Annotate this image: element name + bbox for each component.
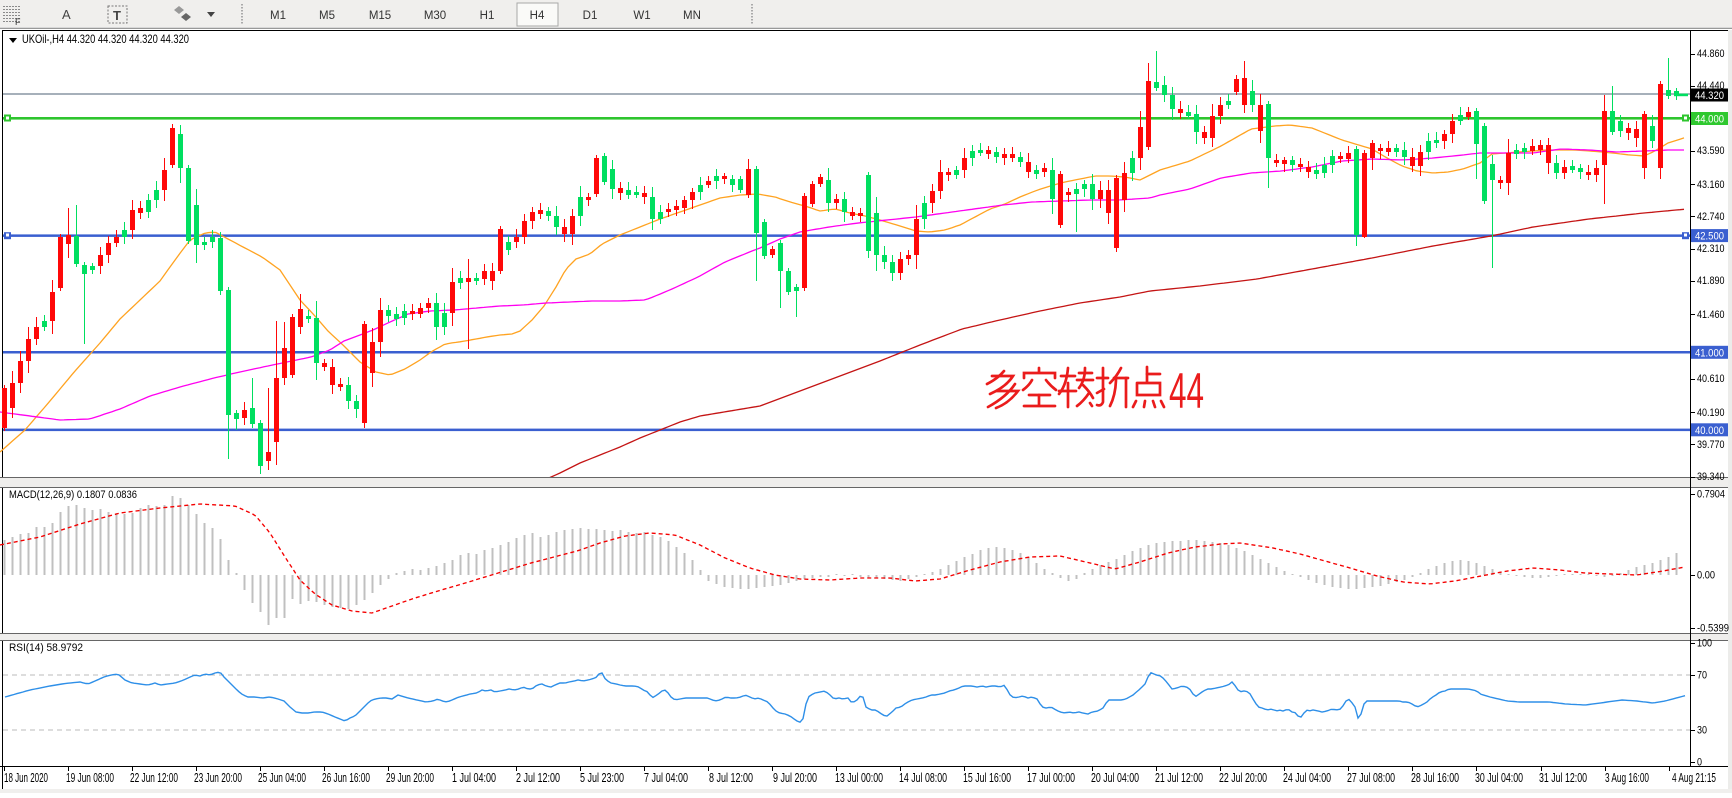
svg-text:43.590: 43.590: [1697, 145, 1725, 157]
svg-text:22 Jul 20:00: 22 Jul 20:00: [1219, 771, 1267, 785]
svg-text:24 Jul 04:00: 24 Jul 04:00: [1283, 771, 1331, 785]
svg-text:M15: M15: [369, 10, 391, 22]
svg-text:9 Jul 20:00: 9 Jul 20:00: [773, 771, 817, 785]
svg-text:19 Jun 08:00: 19 Jun 08:00: [66, 771, 114, 785]
svg-text:43.160: 43.160: [1697, 179, 1725, 191]
svg-text:1 Jul 04:00: 1 Jul 04:00: [452, 771, 496, 785]
svg-text:14 Jul 08:00: 14 Jul 08:00: [899, 771, 947, 785]
svg-text:MACD(12,26,9) 0.1807 0.0836: MACD(12,26,9) 0.1807 0.0836: [9, 489, 137, 501]
svg-text:41.890: 41.890: [1697, 275, 1725, 287]
svg-text:5 Jul 23:00: 5 Jul 23:00: [580, 771, 624, 785]
svg-text:15 Jul 16:00: 15 Jul 16:00: [963, 771, 1011, 785]
svg-text:MN: MN: [683, 10, 701, 22]
svg-text:0.7904: 0.7904: [1697, 489, 1725, 501]
svg-text:39.770: 39.770: [1697, 439, 1725, 451]
svg-text:W1: W1: [633, 10, 650, 22]
svg-text:29 Jun 20:00: 29 Jun 20:00: [386, 771, 434, 785]
svg-text:M5: M5: [319, 10, 335, 22]
svg-text:44.000: 44.000: [1695, 114, 1724, 126]
svg-text:-0.5399: -0.5399: [1697, 623, 1729, 635]
svg-text:18 Jun 2020: 18 Jun 2020: [4, 771, 48, 785]
svg-text:41.460: 41.460: [1697, 309, 1725, 321]
svg-text:40.190: 40.190: [1697, 407, 1725, 419]
svg-text:21 Jul 12:00: 21 Jul 12:00: [1155, 771, 1203, 785]
svg-text:7 Jul 04:00: 7 Jul 04:00: [644, 771, 688, 785]
svg-text:25 Jun 04:00: 25 Jun 04:00: [258, 771, 306, 785]
svg-text:F: F: [15, 17, 21, 27]
svg-text:0: 0: [1697, 757, 1702, 769]
svg-text:44: 44: [1169, 363, 1204, 419]
svg-text:M1: M1: [270, 10, 286, 22]
svg-text:28 Jul 16:00: 28 Jul 16:00: [1411, 771, 1459, 785]
svg-text:40.610: 40.610: [1697, 373, 1725, 385]
svg-text:42.740: 42.740: [1697, 211, 1725, 223]
svg-text:39.340: 39.340: [1697, 471, 1725, 483]
svg-text:2 Jul 12:00: 2 Jul 12:00: [516, 771, 560, 785]
svg-text:UKOil-,H4 44.320 44.320 44.32: UKOil-,H4 44.320 44.320 44.320 44.320: [22, 32, 189, 46]
svg-text:100: 100: [1697, 638, 1712, 650]
svg-text:42.500: 42.500: [1695, 231, 1724, 243]
svg-text:8 Jul 12:00: 8 Jul 12:00: [709, 771, 753, 785]
svg-text:3 Aug 16:00: 3 Aug 16:00: [1605, 771, 1649, 785]
svg-text:23 Jun 20:00: 23 Jun 20:00: [194, 771, 242, 785]
svg-text:44.860: 44.860: [1697, 48, 1725, 60]
svg-text:40.000: 40.000: [1695, 425, 1724, 437]
svg-text:31 Jul 12:00: 31 Jul 12:00: [1539, 771, 1587, 785]
svg-text:44.320: 44.320: [1695, 90, 1724, 102]
svg-text:0.00: 0.00: [1697, 570, 1715, 582]
svg-text:RSI(14) 58.9792: RSI(14) 58.9792: [9, 642, 83, 654]
svg-text:30: 30: [1697, 725, 1707, 737]
svg-text:H1: H1: [480, 10, 495, 22]
svg-text:13 Jul 00:00: 13 Jul 00:00: [835, 771, 883, 785]
svg-text:17 Jul 00:00: 17 Jul 00:00: [1027, 771, 1075, 785]
svg-text:30 Jul 04:00: 30 Jul 04:00: [1475, 771, 1523, 785]
svg-text:H4: H4: [530, 10, 545, 22]
svg-text:22 Jun 12:00: 22 Jun 12:00: [130, 771, 178, 785]
svg-text:70: 70: [1697, 670, 1707, 682]
svg-text:42.310: 42.310: [1697, 243, 1725, 255]
svg-text:D1: D1: [583, 10, 598, 22]
svg-text:M30: M30: [424, 10, 446, 22]
svg-text:T: T: [113, 8, 121, 23]
svg-text:41.000: 41.000: [1695, 347, 1724, 359]
svg-text:4 Aug 21:15: 4 Aug 21:15: [1672, 771, 1716, 785]
svg-text:26 Jun 16:00: 26 Jun 16:00: [322, 771, 370, 785]
svg-text:27 Jul 08:00: 27 Jul 08:00: [1347, 771, 1395, 785]
svg-text:20 Jul 04:00: 20 Jul 04:00: [1091, 771, 1139, 785]
svg-text:A: A: [62, 7, 71, 22]
